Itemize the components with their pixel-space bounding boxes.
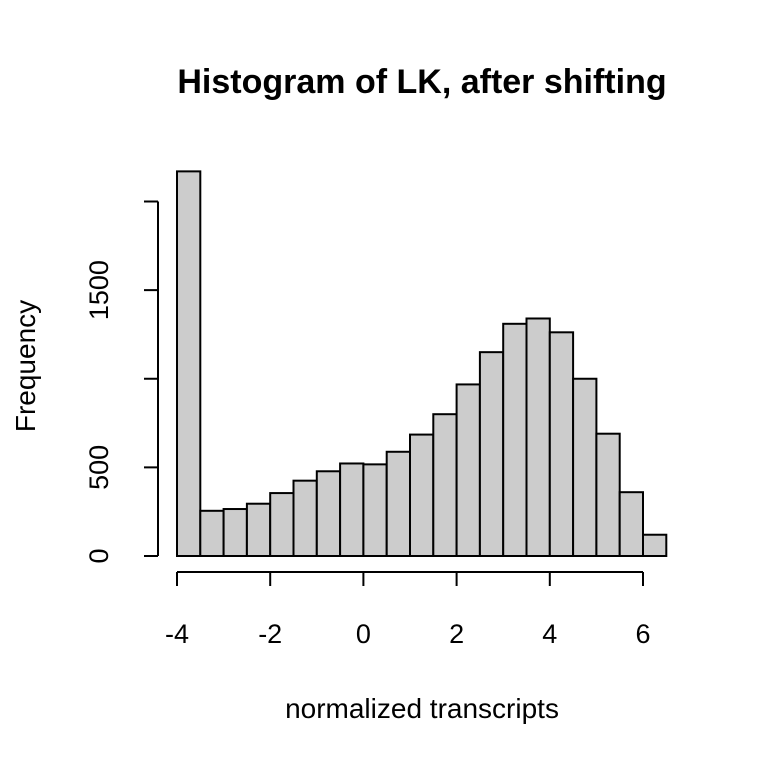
histogram-bar [315,470,342,558]
histogram-bar [572,377,598,557]
x-tick-label: -2 [258,619,282,649]
bars-group [176,170,668,558]
y-tick-label: 500 [84,445,114,490]
x-tick-label: 2 [449,619,464,649]
y-axis: 0 500 1500 [84,200,159,564]
x-axis-label: normalized transcripts [285,693,559,724]
histogram-bar [502,322,528,557]
y-axis-label: Frequency [10,300,41,432]
chart-title: Histogram of LK, after shifting [177,63,666,101]
x-tick-label: 6 [635,619,650,649]
histogram-bar [642,533,668,557]
histogram-bar [548,331,575,557]
x-tick-label: 4 [542,619,557,649]
x-tick-label: -4 [165,619,189,649]
histogram-bar [409,433,435,557]
y-tick-label: 0 [84,548,114,563]
x-axis: -4 -2 0 2 4 6 [165,571,651,649]
histogram-bar [245,502,272,557]
histogram-bar [478,351,505,557]
histogram-bar [199,509,225,557]
histogram-bar [455,383,481,557]
histogram-bar [525,317,551,557]
y-tick-label: 1500 [84,260,114,320]
histogram-bar [432,413,458,558]
histogram-bar [269,492,295,558]
histogram-bar [385,450,412,558]
histogram-bar [618,491,645,558]
histogram-bar [339,462,365,557]
histogram-bar [362,463,388,558]
histogram-bar [595,432,621,558]
x-tick-label: 0 [356,619,371,649]
histogram-bar [222,508,248,557]
histogram-bar [292,479,318,558]
histogram-bar [176,170,202,557]
